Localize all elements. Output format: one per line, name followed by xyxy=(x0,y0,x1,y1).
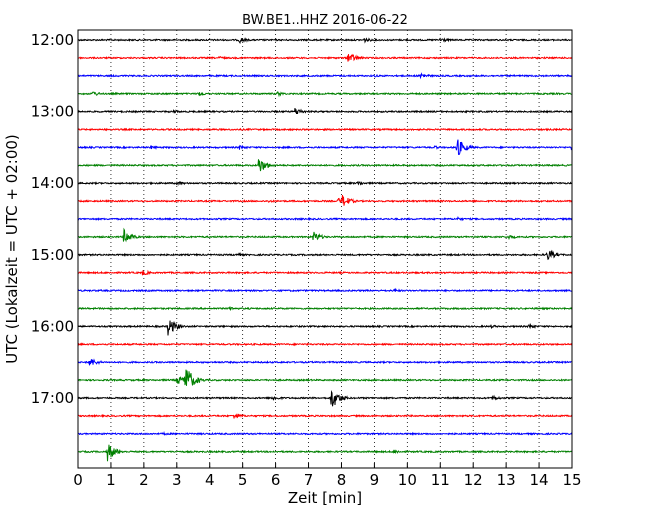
trace-1515 xyxy=(77,269,573,276)
x-tick-label: 15 xyxy=(562,471,581,489)
trace-1300 xyxy=(77,107,573,115)
chart-title: BW.BE1..HHZ 2016-06-22 xyxy=(242,13,408,28)
x-tick-label: 6 xyxy=(271,471,281,489)
trace-1745 xyxy=(77,444,573,462)
trace-1330 xyxy=(77,139,573,155)
y-tick-label: 12:00 xyxy=(31,31,74,49)
x-tick-label: 3 xyxy=(172,471,182,489)
x-tick-label: 8 xyxy=(337,471,347,489)
traces xyxy=(77,37,573,462)
y-tick-label: 15:00 xyxy=(31,246,74,264)
y-tick-label: 17:00 xyxy=(31,389,74,407)
trace-1600 xyxy=(77,320,573,336)
trace-1700 xyxy=(77,390,573,407)
x-tick-label: 7 xyxy=(304,471,314,489)
trace-1645 xyxy=(77,369,573,386)
plot-frame xyxy=(77,29,573,469)
x-tick-label: 13 xyxy=(497,471,516,489)
axes: 0 1 2 3 4 5 6 7 8 9 10 11 12 13 14 1512:0013:0014:0015:… xyxy=(31,31,582,489)
x-tick-label: 9 xyxy=(370,471,380,489)
y-tick-label: 13:00 xyxy=(31,103,74,121)
x-axis-label: Zeit [min] xyxy=(288,489,362,507)
x-tick-label: 10 xyxy=(398,471,417,489)
x-tick-label: 1 xyxy=(106,471,116,489)
x-tick-label: 0 xyxy=(73,471,83,489)
trace-1200 xyxy=(77,37,573,44)
trace-1730 xyxy=(77,431,573,436)
trace-1215 xyxy=(77,53,573,62)
trace-1430 xyxy=(77,215,573,222)
trace-1230 xyxy=(77,72,573,80)
x-tick-label: 2 xyxy=(139,471,149,489)
trace-1245 xyxy=(77,91,573,98)
trace-1630 xyxy=(77,358,573,366)
x-tick-label: 4 xyxy=(205,471,215,489)
trace-1315 xyxy=(77,127,573,132)
trace-1500 xyxy=(77,249,573,261)
trace-1615 xyxy=(77,342,573,347)
y-tick-label: 16:00 xyxy=(31,317,74,335)
trace-1445 xyxy=(77,227,573,243)
trace-1415 xyxy=(77,195,573,206)
x-tick-label: 5 xyxy=(238,471,248,489)
x-tick-label: 12 xyxy=(464,471,483,489)
trace-1345 xyxy=(77,159,573,172)
y-axis-label: UTC (Lokalzeit = UTC + 02:00) xyxy=(3,134,21,364)
trace-1400 xyxy=(77,180,573,187)
y-tick-label: 14:00 xyxy=(31,174,74,192)
trace-1715 xyxy=(77,413,573,419)
x-tick-label: 14 xyxy=(530,471,549,489)
grid xyxy=(110,30,540,468)
trace-1530 xyxy=(77,287,573,293)
x-tick-label: 11 xyxy=(431,471,450,489)
trace-1545 xyxy=(77,306,573,312)
